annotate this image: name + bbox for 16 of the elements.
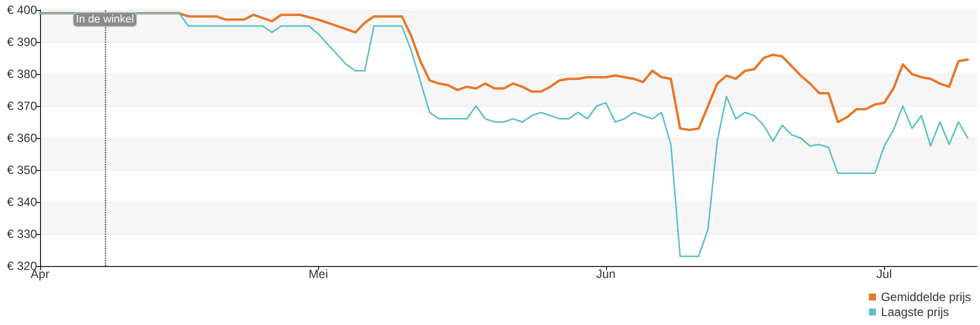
y-tick-label: € 360 xyxy=(6,131,38,145)
line-series xyxy=(38,12,969,132)
y-tick-label: € 350 xyxy=(6,163,38,177)
y-tick-label: € 340 xyxy=(6,195,38,209)
line-series xyxy=(39,12,968,258)
ref-line-label: In de winkel xyxy=(76,14,134,26)
y-tick-label: € 330 xyxy=(6,227,38,241)
x-tick-label: Jul xyxy=(876,267,892,281)
y-tick-label: € 400 xyxy=(6,3,38,17)
y-tick-label: € 370 xyxy=(6,99,38,113)
x-tick-label: Mei xyxy=(308,267,328,281)
x-tick-label: Jun xyxy=(596,267,616,281)
legend-label: Gemiddelde prijs xyxy=(880,290,972,304)
y-tick-label: € 380 xyxy=(6,67,38,81)
legend-label: Laagste prijs xyxy=(880,305,950,319)
y-tick-label: € 390 xyxy=(6,35,38,49)
